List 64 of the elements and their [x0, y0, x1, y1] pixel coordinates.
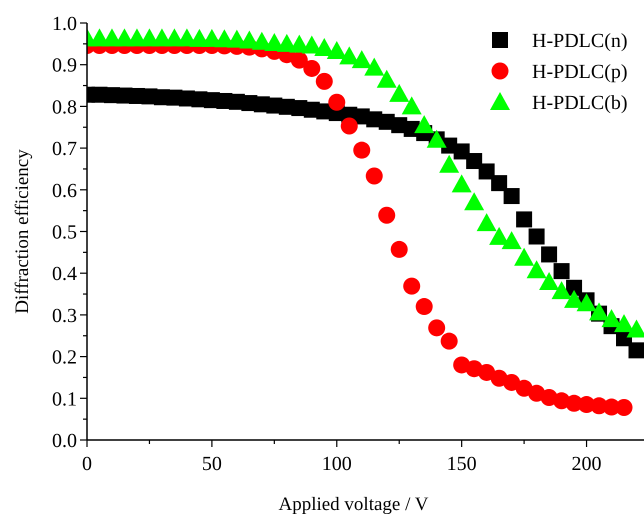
- point: [389, 84, 410, 102]
- point: [328, 94, 346, 111]
- y-tick-label: 0.4: [52, 263, 77, 286]
- x-tick-label: 200: [572, 453, 602, 475]
- x-axis-title: Applied voltage / V: [278, 494, 429, 514]
- legend-label: H-PDLC(p): [532, 61, 628, 83]
- point: [476, 213, 497, 232]
- point: [541, 246, 558, 262]
- legend-label: H-PDLC(n): [532, 30, 628, 52]
- point: [402, 96, 422, 114]
- y-tick-label: 0.3: [52, 304, 77, 327]
- point: [491, 175, 508, 192]
- y-tick-label: 0.6: [52, 180, 77, 202]
- y-tick-label: 0.2: [52, 346, 77, 369]
- point: [452, 174, 472, 192]
- point: [466, 153, 482, 170]
- y-tick-label: 0.5: [52, 222, 77, 244]
- point: [478, 163, 495, 180]
- point: [439, 154, 460, 173]
- point: [576, 293, 597, 312]
- point: [554, 263, 570, 280]
- point: [428, 319, 446, 336]
- point: [504, 188, 520, 204]
- point: [478, 364, 496, 381]
- x-tick-label: 100: [322, 453, 352, 475]
- point: [503, 374, 520, 391]
- point: [403, 278, 420, 295]
- point: [364, 58, 384, 76]
- y-tick-label: 0.0: [52, 430, 77, 452]
- y-axis-title: Diffraction efficiency: [12, 148, 33, 314]
- point: [290, 52, 308, 69]
- point: [526, 260, 547, 278]
- legend-label: H-PDLC(b): [532, 92, 628, 114]
- x-tick-label: 0: [82, 453, 92, 475]
- point: [366, 168, 383, 185]
- x-tick-label: 150: [446, 453, 477, 475]
- point: [552, 281, 572, 300]
- point: [390, 240, 408, 258]
- point: [589, 302, 610, 320]
- point: [514, 248, 534, 266]
- point: [516, 211, 532, 228]
- point: [340, 118, 358, 134]
- point: [440, 332, 458, 350]
- point: [616, 398, 633, 416]
- point: [316, 72, 333, 90]
- point: [628, 342, 644, 358]
- point: [528, 228, 545, 245]
- point: [353, 142, 370, 159]
- point: [414, 115, 434, 134]
- x-tick-label: 50: [202, 453, 222, 475]
- point: [303, 60, 320, 77]
- point: [454, 143, 470, 160]
- point: [378, 206, 396, 224]
- point: [416, 298, 433, 316]
- y-tick-label: 0.9: [52, 54, 77, 77]
- point: [352, 50, 372, 68]
- point: [464, 192, 484, 210]
- y-tick-label: 0.1: [52, 388, 77, 410]
- point: [502, 231, 522, 250]
- y-tick-label: 0.8: [52, 96, 77, 118]
- y-tick-label: 0.7: [52, 138, 77, 160]
- point: [539, 272, 560, 290]
- point: [376, 70, 397, 88]
- y-tick-label: 1.0: [52, 13, 77, 35]
